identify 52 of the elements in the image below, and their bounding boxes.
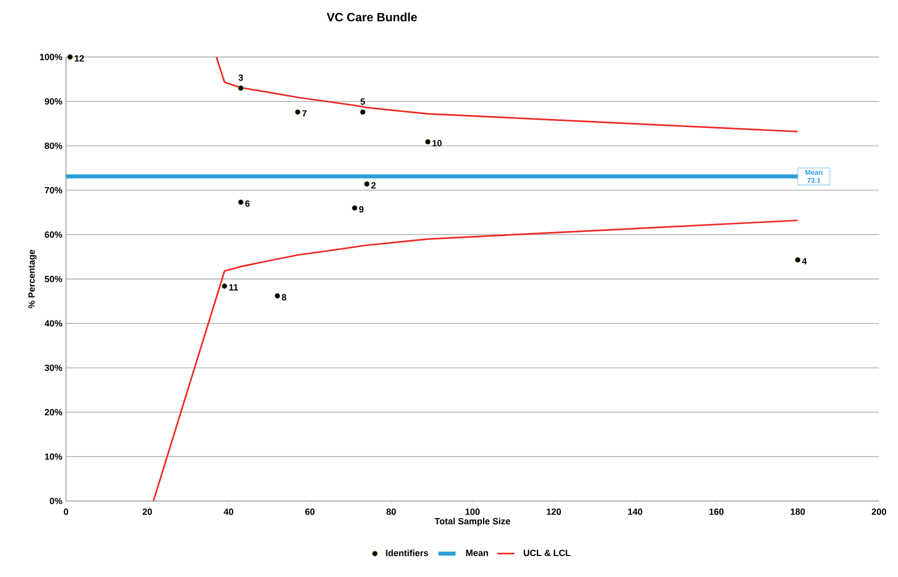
- annotation: 11: [229, 284, 238, 290]
- y-tick-label: 90%: [44, 98, 62, 105]
- y-tick-label: 30%: [44, 364, 62, 371]
- legend-label: Identifiers: [386, 550, 428, 556]
- chart-title: VC Care Bundle: [326, 12, 417, 22]
- x-tick-label: 180: [790, 508, 805, 515]
- annotation: 7: [302, 110, 307, 116]
- line-series: [152, 220, 798, 502]
- annotation: 8: [282, 294, 286, 300]
- point: [360, 109, 366, 115]
- y-tick-label: 0%: [50, 498, 62, 504]
- point: [238, 199, 244, 205]
- y-tick-label: 80%: [44, 142, 62, 149]
- x-tick-label: 40: [224, 508, 234, 515]
- x-axis-title: Total Sample Size: [434, 518, 510, 526]
- x-tick-label: 200: [872, 508, 886, 515]
- y-tick-label: 50%: [44, 276, 62, 282]
- annotation: 9: [359, 206, 364, 213]
- legend-label: Mean: [466, 550, 488, 556]
- annotation: 10: [432, 140, 442, 146]
- point: [67, 54, 73, 60]
- point: [222, 283, 228, 289]
- point: [274, 293, 280, 299]
- annotation: 12: [74, 55, 84, 62]
- point: [294, 109, 301, 115]
- y-tick-label: 70%: [44, 187, 62, 194]
- x-tick-label: 60: [305, 508, 315, 515]
- x-tick-label: 100: [466, 508, 480, 515]
- y-tick-label: 60%: [44, 231, 62, 238]
- y-axis-title: % Percentage: [28, 250, 37, 308]
- annotation: 5: [360, 98, 365, 105]
- annotation: 6: [245, 200, 250, 207]
- y-tick-label: 40%: [44, 320, 62, 327]
- y-tick-label: 20%: [44, 408, 62, 416]
- point: [352, 205, 358, 211]
- point: [364, 181, 370, 187]
- line-series: [216, 56, 798, 132]
- point: [794, 257, 800, 263]
- y-tick-label: 10%: [45, 453, 62, 460]
- legend-label: UCL & LCL: [524, 550, 570, 556]
- x-tick-label: 80: [386, 508, 396, 515]
- annotation: 4: [802, 258, 807, 264]
- x-tick-label: 0: [64, 508, 68, 515]
- x-tick-label: 20: [142, 508, 152, 515]
- x-tick-label: 160: [709, 508, 724, 515]
- x-tick-label: 140: [628, 508, 642, 515]
- annotation: 3: [238, 74, 243, 81]
- point: [238, 85, 244, 91]
- x-tick-label: 120: [546, 508, 561, 515]
- annotation: 2: [371, 182, 376, 188]
- y-tick-label: 100%: [40, 54, 62, 60]
- point: [424, 138, 431, 145]
